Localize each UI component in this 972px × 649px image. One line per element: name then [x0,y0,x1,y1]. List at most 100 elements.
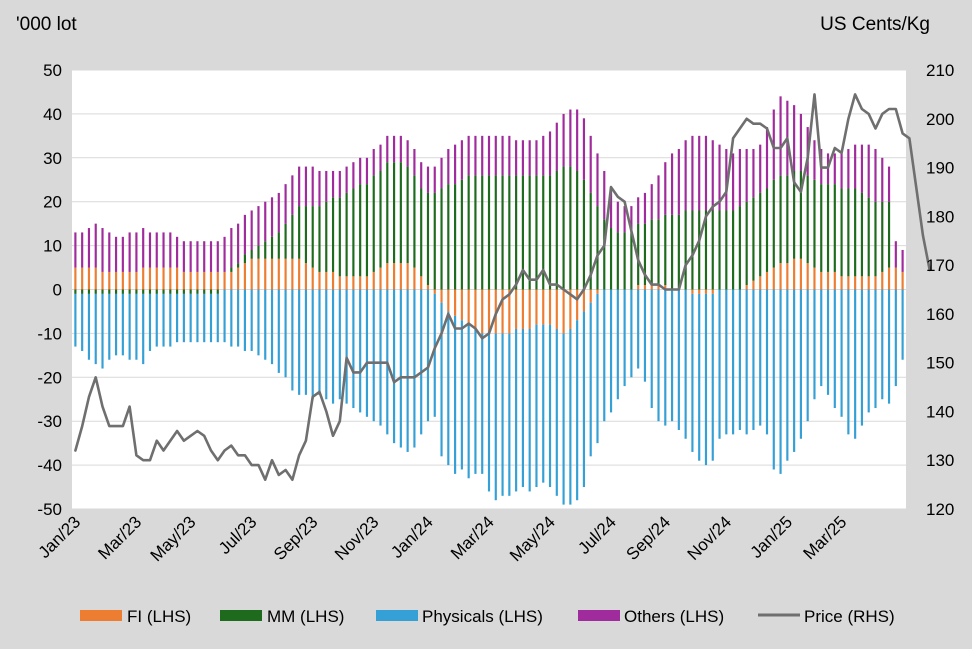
bar-others [277,192,280,233]
bar-mm [501,175,504,290]
bar-others [162,232,165,268]
bar-others [691,135,694,211]
bar-others [569,109,572,167]
bar-fi [637,285,640,290]
bar-physicals [698,293,701,461]
bar-physicals [603,289,606,422]
bar-fi [237,267,240,290]
bar-mm [114,289,118,294]
bar-fi [542,289,545,325]
bar-others [467,135,470,176]
bar-physicals [847,289,850,435]
legend-swatch-mm [220,610,262,621]
bar-physicals [874,289,877,409]
bar-fi [562,289,565,334]
bar-mm [365,184,369,277]
bar-mm [616,232,619,290]
y-left-tick-label: 20 [43,193,62,212]
bar-others [420,162,423,189]
bar-mm [352,188,355,277]
bar-others [108,232,111,272]
bar-mm [738,206,741,290]
bar-fi [691,289,694,294]
bar-mm [298,206,301,259]
bar-others [264,201,267,242]
x-tick-label: Jan/23 [35,512,85,562]
bar-mm [189,289,192,294]
bar-others [894,241,897,268]
bar-physicals [264,289,267,360]
bar-mm [589,192,592,290]
bar-others [399,135,402,163]
legend: FI (LHS) MM (LHS) Physicals (LHS) Others… [80,607,895,626]
bar-others [386,135,389,163]
bar-others [81,232,84,268]
bar-physicals [616,289,619,400]
bar-fi [820,271,823,290]
bar-physicals [562,333,565,505]
bar-physicals [887,289,891,404]
bar-mm [182,289,185,294]
bar-physicals [169,293,172,347]
bar-physicals [732,289,735,435]
bar-physicals [87,293,91,360]
bar-others [765,127,769,189]
x-tick-label: Mar/23 [94,512,145,563]
bar-mm [881,201,884,272]
bar-physicals [101,293,104,369]
bar-mm [454,184,457,290]
bar-mm [87,289,91,294]
x-tick-label: Sep/23 [270,512,322,564]
y-left-tick-label: -40 [37,456,62,475]
bar-fi [182,271,185,290]
bar-fi [74,267,77,290]
bar-others [725,149,728,211]
bar-others [121,236,124,272]
bar-mm [772,179,775,268]
bar-physicals [392,289,396,444]
bar-mm [779,175,782,264]
bar-physicals [684,289,687,439]
bar-physicals [291,289,294,391]
bar-fi [142,267,145,290]
bar-physicals [108,293,111,360]
bar-others [372,149,375,176]
bar-fi [372,271,375,290]
bar-fi [196,271,199,290]
bar-fi [548,289,552,325]
x-tick-label: Nov/24 [684,512,736,564]
bar-mm [745,201,748,286]
bar-physicals [840,289,843,417]
bar-physicals [420,289,423,435]
bar-fi [223,271,226,290]
bar-mm [81,289,84,294]
bar-fi [94,267,97,290]
bar-physicals [548,324,552,488]
bar-others [616,201,619,233]
bar-mm [494,175,497,290]
y-left-tick-label: 10 [43,237,62,256]
bar-others [847,149,850,189]
bar-mm [94,289,97,294]
bar-physicals [609,289,613,413]
bar-fi [399,263,402,290]
bar-fi [481,289,484,334]
bar-physicals [576,320,579,501]
bar-others [460,140,463,180]
bar-others [487,135,491,176]
bar-fi [81,267,84,290]
bar-mm [643,223,647,286]
bar-others [901,249,904,272]
bar-mm [515,175,518,290]
bar-mm [474,175,477,290]
bar-others [657,175,660,220]
legend-item-physicals: Physicals (LHS) [376,607,543,626]
bar-others [501,135,504,176]
bar-mm [101,289,104,294]
bar-fi [379,267,382,290]
bar-physicals [813,289,816,400]
bar-others [508,135,511,176]
bar-others [196,241,199,272]
bar-physicals [515,329,518,492]
